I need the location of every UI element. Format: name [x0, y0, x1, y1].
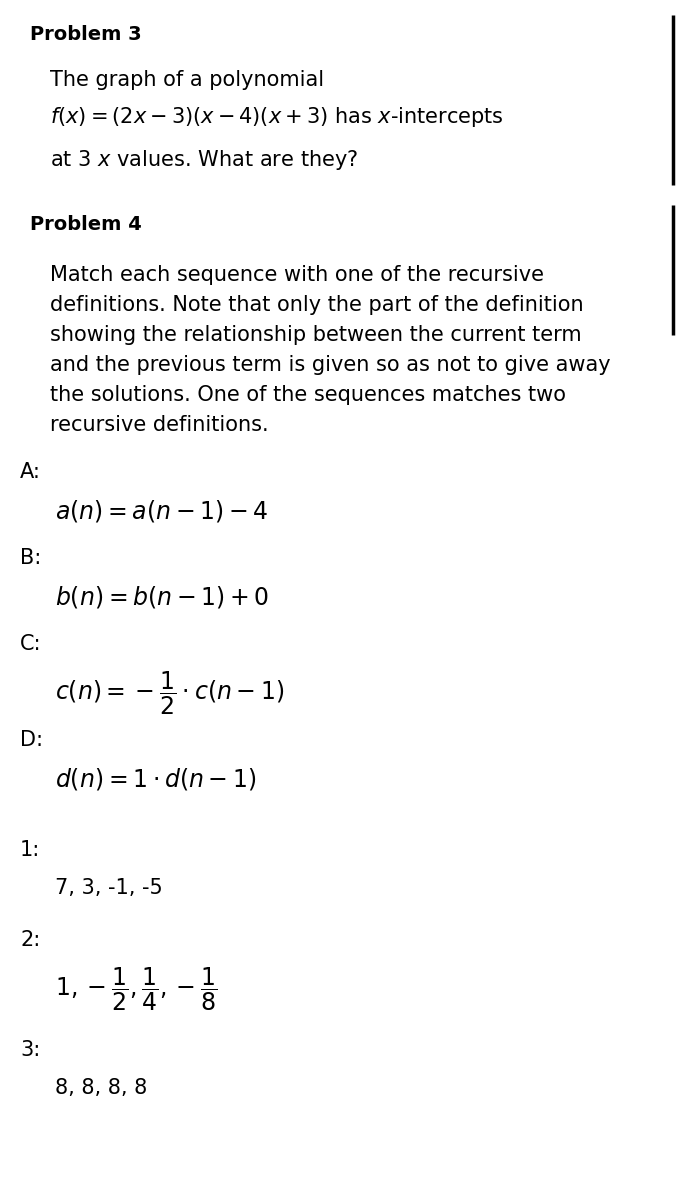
Text: Match each sequence with one of the recursive: Match each sequence with one of the recu… — [50, 265, 544, 284]
Text: C:: C: — [20, 634, 42, 654]
Text: A:: A: — [20, 462, 41, 482]
Text: D:: D: — [20, 730, 43, 750]
Text: $f(x) = (2x-3)(x-4)(x+3)$ has $x$-intercepts: $f(x) = (2x-3)(x-4)(x+3)$ has $x$-interc… — [50, 104, 504, 128]
Text: 3:: 3: — [20, 1040, 40, 1060]
Text: $1, -\dfrac{1}{2}, \dfrac{1}{4}, -\dfrac{1}{8}$: $1, -\dfrac{1}{2}, \dfrac{1}{4}, -\dfrac… — [55, 966, 217, 1013]
Text: B:: B: — [20, 548, 41, 568]
Text: recursive definitions.: recursive definitions. — [50, 415, 269, 434]
Text: 2:: 2: — [20, 930, 40, 950]
Text: The graph of a polynomial: The graph of a polynomial — [50, 70, 324, 90]
Text: the solutions. One of the sequences matches two: the solutions. One of the sequences matc… — [50, 385, 566, 404]
Text: 8, 8, 8, 8: 8, 8, 8, 8 — [55, 1078, 148, 1098]
Text: showing the relationship between the current term: showing the relationship between the cur… — [50, 325, 582, 346]
Text: 7, 3, -1, -5: 7, 3, -1, -5 — [55, 878, 163, 898]
Text: $d(n) = 1 \cdot d(n-1)$: $d(n) = 1 \cdot d(n-1)$ — [55, 766, 257, 792]
Text: $b(n) = b(n-1) + 0$: $b(n) = b(n-1) + 0$ — [55, 584, 269, 610]
Text: Problem 4: Problem 4 — [30, 215, 142, 234]
Text: Problem 3: Problem 3 — [30, 25, 141, 44]
Text: at 3 $x$ values. What are they?: at 3 $x$ values. What are they? — [50, 148, 358, 172]
Text: $a(n) = a(n-1) - 4$: $a(n) = a(n-1) - 4$ — [55, 498, 269, 524]
Text: 1:: 1: — [20, 840, 40, 860]
Text: and the previous term is given so as not to give away: and the previous term is given so as not… — [50, 355, 610, 374]
Text: $c(n) = -\dfrac{1}{2} \cdot c(n-1)$: $c(n) = -\dfrac{1}{2} \cdot c(n-1)$ — [55, 670, 285, 718]
Text: definitions. Note that only the part of the definition: definitions. Note that only the part of … — [50, 295, 584, 314]
